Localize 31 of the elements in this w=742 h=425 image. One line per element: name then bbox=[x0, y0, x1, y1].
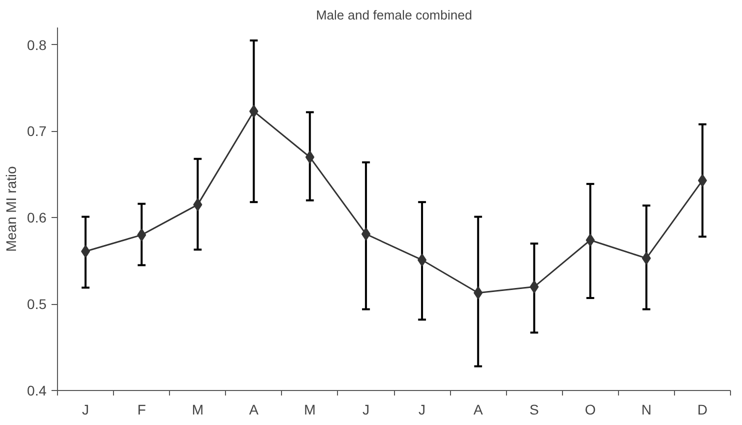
x-tick-label: J bbox=[418, 402, 426, 418]
point bbox=[137, 228, 146, 242]
x-tick-label: N bbox=[641, 402, 652, 418]
x-tick-label: A bbox=[249, 402, 260, 418]
y-tick-label: 0.8 bbox=[27, 36, 47, 53]
point bbox=[361, 228, 370, 241]
x-tick-label: J bbox=[82, 402, 90, 418]
x-tick-label: F bbox=[137, 402, 146, 418]
point bbox=[586, 234, 595, 247]
x-tick-label: J bbox=[362, 402, 370, 418]
point bbox=[305, 150, 314, 164]
x-tick-label: O bbox=[584, 402, 596, 418]
point bbox=[642, 252, 651, 265]
point bbox=[81, 244, 90, 258]
y-tick-label: 0.4 bbox=[27, 382, 47, 398]
y-axis-title: Mean MI ratio bbox=[3, 166, 20, 252]
x-tick-label: M bbox=[304, 402, 316, 418]
x-tick-label: M bbox=[192, 402, 204, 418]
point bbox=[418, 253, 427, 266]
point bbox=[474, 286, 483, 300]
point bbox=[249, 104, 258, 118]
x-tick-label: A bbox=[473, 402, 484, 418]
x-tick-label: D bbox=[697, 402, 708, 418]
point bbox=[193, 198, 202, 212]
y-tick-label: 0.7 bbox=[27, 123, 47, 140]
point bbox=[530, 280, 539, 294]
y-tick-label: 0.6 bbox=[27, 210, 47, 226]
x-tick-label: S bbox=[530, 402, 539, 418]
y-tick-label: 0.5 bbox=[27, 296, 47, 312]
chart-title: Male and female combined bbox=[316, 8, 472, 22]
point bbox=[698, 174, 707, 187]
